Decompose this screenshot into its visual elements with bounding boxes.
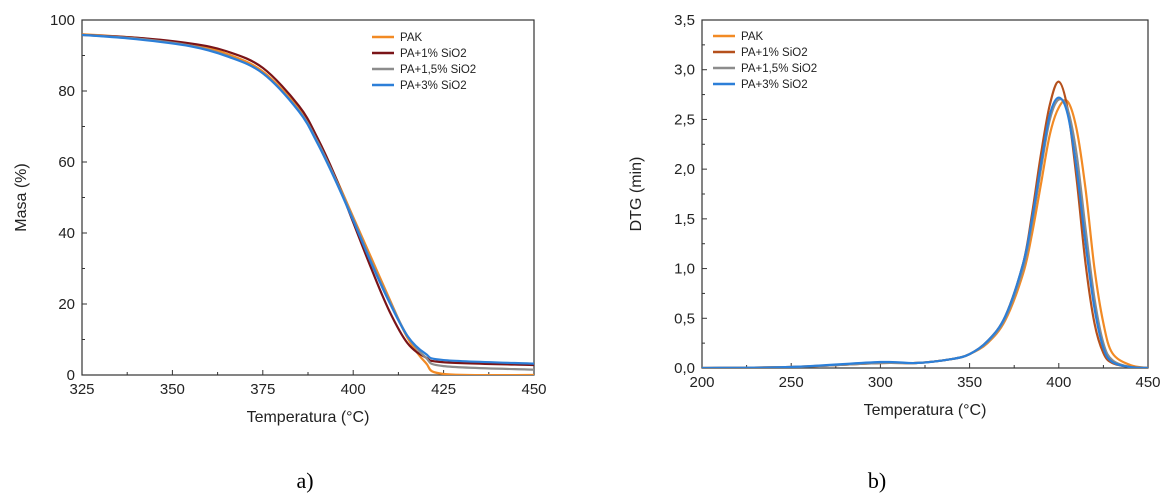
- series-line-3: [702, 98, 1148, 368]
- y-axis-label: Masa (%): [13, 163, 30, 231]
- y-axis-label: DTG (min): [628, 157, 645, 232]
- legend-label: PA+3% SiO2: [400, 80, 467, 92]
- y-tick-label: 0,5: [674, 310, 695, 327]
- series-line-4: [82, 33, 534, 365]
- y-tick-label: 2,5: [674, 111, 695, 128]
- chart-1: 325 350 375 400 425 450 0 20 40 60 80 100 Temperatur…: [13, 12, 547, 493]
- legend-label: PA+1,5% SiO2: [400, 64, 476, 76]
- x-tick-label: 325: [69, 381, 94, 398]
- x-tick-label: 350: [957, 374, 982, 391]
- y-tick-label: 1,5: [674, 211, 695, 228]
- legend: PAK PA+1% SiO2 PA+1,5% SiO2 PA+3% SiO2: [372, 32, 476, 92]
- y-tick-label: 20: [58, 296, 75, 313]
- panel-caption: b): [868, 468, 886, 493]
- y-tick-label: 0: [67, 367, 75, 384]
- x-tick-label: 450: [1135, 374, 1160, 391]
- y-tick-label: 40: [58, 225, 75, 242]
- y-tick-label: 1,0: [674, 261, 695, 278]
- legend-label: PA+3% SiO2: [741, 79, 808, 91]
- y-tick-label: 0,0: [674, 360, 695, 377]
- y-tick-label: 3,0: [674, 62, 695, 79]
- y-tick-label: 2,0: [674, 161, 695, 178]
- legend-label: PA+1,5% SiO2: [741, 63, 817, 75]
- legend-label: PAK: [741, 31, 763, 43]
- legend-label: PA+1% SiO2: [400, 48, 467, 60]
- x-tick-label: 400: [1046, 374, 1071, 391]
- series-group: [702, 80, 1148, 368]
- x-axis-label: Temperatura (°C): [864, 402, 987, 419]
- x-tick-label: 200: [689, 374, 714, 391]
- y-tick-label: 60: [58, 154, 75, 171]
- x-tick-label: 400: [341, 381, 366, 398]
- x-tick-label: 250: [779, 374, 804, 391]
- series-line-2: [702, 80, 1148, 368]
- x-tick-label: 375: [250, 381, 275, 398]
- x-axis-label: Temperatura (°C): [247, 409, 370, 426]
- x-tick-label: 350: [160, 381, 185, 398]
- legend-label: PA+1% SiO2: [741, 47, 808, 59]
- x-tick-label: 450: [521, 381, 546, 398]
- series-line-4: [702, 96, 1148, 368]
- x-tick-label: 300: [868, 374, 893, 391]
- x-tick-label: 425: [431, 381, 456, 398]
- legend-label: PAK: [400, 32, 422, 44]
- legend: PAK PA+1% SiO2 PA+1,5% SiO2 PA+3% SiO2: [713, 31, 817, 91]
- series-group: [82, 33, 534, 375]
- y-tick-label: 100: [50, 12, 75, 29]
- y-tick-label: 80: [58, 83, 75, 100]
- chart-2: 200 250 300 350 400 450 0,0 0,5 1,0 1,5 2,0 2,5 3,0 3…: [628, 12, 1161, 493]
- y-tick-label: 3,5: [674, 12, 695, 29]
- panel-caption: a): [296, 468, 313, 493]
- series-line-1: [702, 99, 1148, 368]
